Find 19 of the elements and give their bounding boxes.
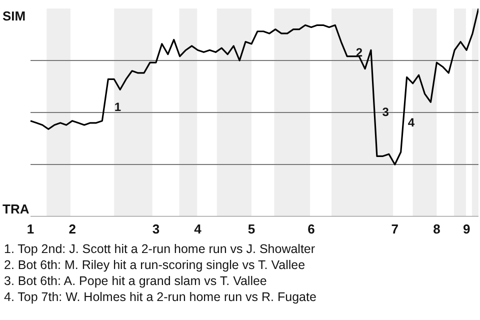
x-tick-label: 7 (391, 222, 398, 236)
text: 4. Top 7th: W. Holmes hit a 2-run home run vs R. Fugate (4, 289, 316, 305)
text: TRA (2, 202, 30, 216)
text: 2. Bot 6th: M. Riley hit a run-scoring single vs T. Vallee (4, 257, 306, 273)
x-tick-label: 9 (462, 222, 470, 236)
x-tick-label: 5 (248, 222, 256, 236)
text: SIM (2, 8, 26, 24)
annotation: 1 (114, 100, 122, 114)
x-tick-label: 2 (68, 222, 76, 236)
x-tick-label: 1 (26, 222, 34, 236)
annotation: 4 (408, 115, 415, 130)
annotation: 3 (382, 104, 390, 119)
x-tick-label: 6 (308, 222, 315, 236)
x-tick-label: 8 (433, 222, 440, 236)
annotation: 2 (356, 46, 363, 60)
x-tick-label: 3 (152, 222, 160, 236)
x-tick-label: 4 (194, 222, 202, 236)
text: 3. Bot 6th: A. Pope hit a grand slam vs T. Vallee (4, 273, 268, 289)
text: 1. Top 2nd: J. Scott hit a 2-run home run vs J. Showalter (4, 241, 316, 257)
